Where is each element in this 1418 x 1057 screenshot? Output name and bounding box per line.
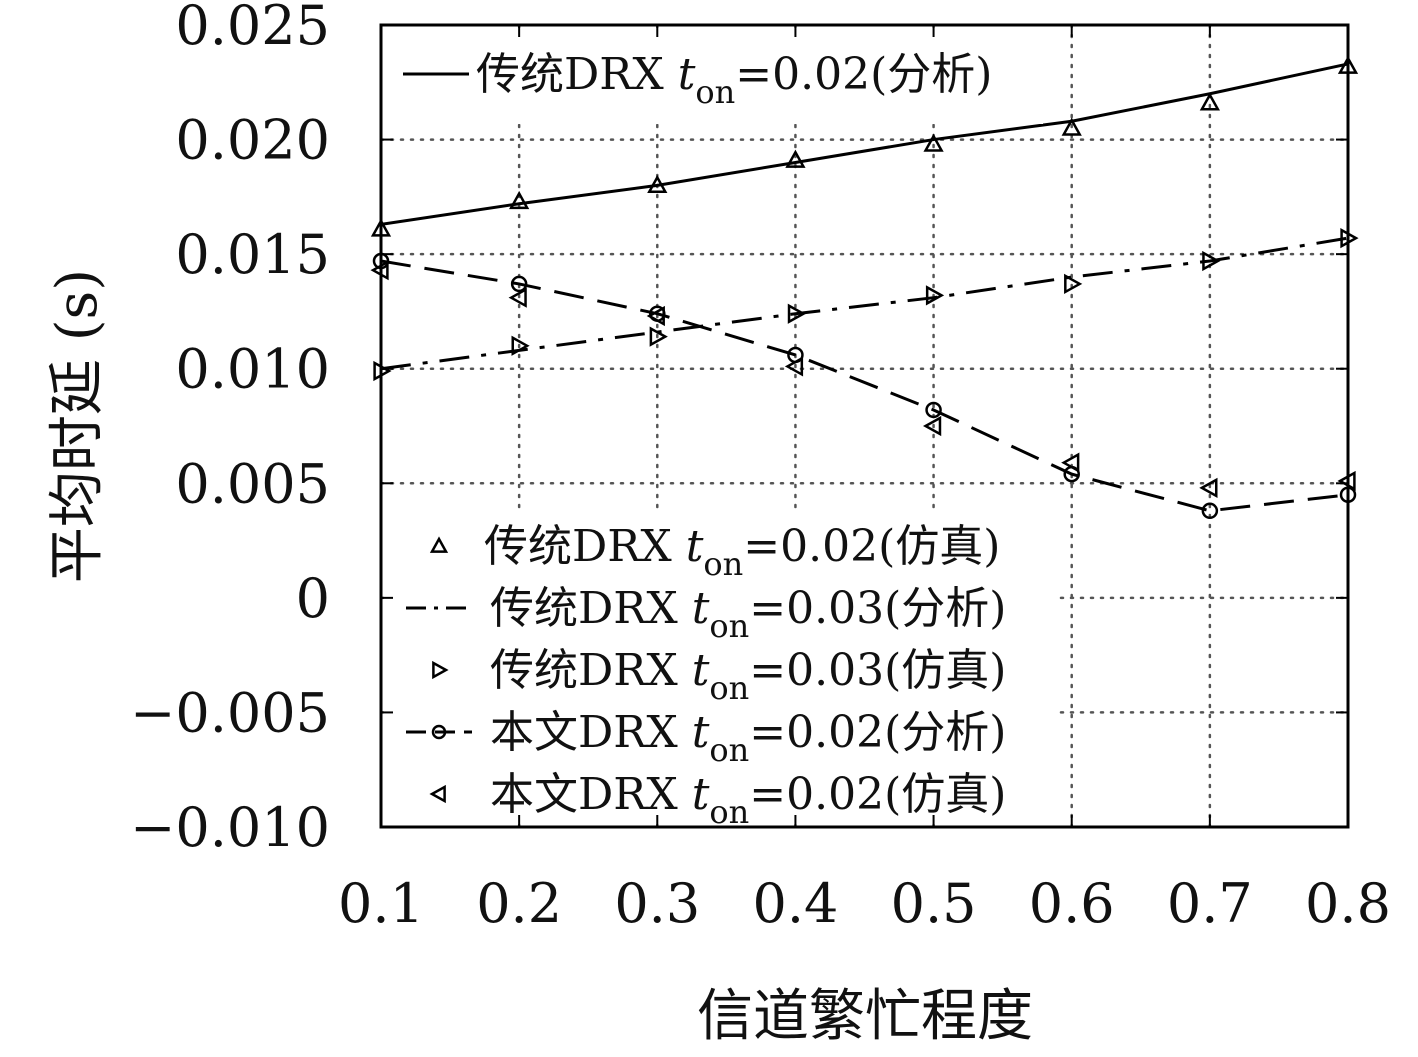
y-tick-label: −0.005 [130,681,330,744]
x-tick-label: 0.3 [614,872,700,935]
series-5 [372,252,1357,520]
legend-entry-1: 传统DRX ton=0.02(分析) [403,49,992,111]
data-point [1061,452,1080,473]
x-tick-label: 0.2 [476,872,562,935]
legend-label: 传统DRX ton=0.03(仿真) [490,645,1006,707]
data-point [649,326,668,347]
series-1 [380,62,1349,226]
y-axis-title: 平均时延 (s) [45,269,110,583]
legend: 传统DRX ton=0.02(分析)传统DRX ton=0.02(仿真)传统DR… [388,32,1058,831]
legend-label: 传统DRX ton=0.03(分析) [490,583,1006,645]
series-line [380,62,1349,226]
legend-swatch-marker [432,660,449,680]
legend-entry-6: 本文DRX ton=0.02(仿真) [429,769,1006,831]
series-line [380,236,1349,371]
data-point [1061,117,1082,136]
y-tick-label: 0.005 [175,452,330,515]
ticks: 0.1 0.2 0.3 0.4 0.5 0.6 0.7 0.8 0.025 0.020 0.015 0… [130,0,1391,935]
legend-entry-5: 本文DRX ton=0.02(分析) [406,707,1006,769]
y-tick-label: 0 [296,567,330,630]
data-point [508,287,527,308]
legend-entry-3: 传统DRX ton=0.03(分析) [406,583,1006,645]
x-tick-label: 0.1 [338,872,424,935]
data-point [1064,273,1083,295]
y-tick-label: −0.010 [130,796,330,859]
legend-entry-4: 传统DRX ton=0.03(仿真) [432,645,1006,707]
data-point [785,149,806,168]
legend-swatch-marker [429,536,449,553]
data-point [511,335,530,356]
plot-frame [379,23,1350,829]
legend-swatch-marker [429,784,446,804]
legend-label: 传统DRX ton=0.02(仿真) [484,521,1000,583]
y-tick-label: 0.025 [175,0,330,57]
x-tick-label: 0.6 [1029,872,1115,935]
x-tick-label: 0.7 [1167,872,1253,935]
y-tick-label: 0.015 [175,223,330,286]
data-point [647,174,668,194]
legend-swatch-marker [431,724,447,740]
y-tick-label: 0.020 [175,109,330,172]
legend-box-bottom [388,512,1058,822]
legend-box-top [388,32,1043,124]
data-point [925,401,942,419]
data-point [787,303,807,324]
data-point [510,275,528,293]
data-point [922,415,942,437]
legend-label: 本文DRX ton=0.02(分析) [490,707,1006,769]
data-point [784,356,804,377]
legend-label: 本文DRX ton=0.02(仿真) [490,769,1006,831]
legend-label: 传统DRX ton=0.02(分析) [476,49,992,111]
x-axis-title: 信道繁忙程度 [697,984,1033,1049]
data-point [1199,92,1220,111]
data-point [646,305,665,327]
data-point [925,285,945,306]
x-tick-label: 0.8 [1305,872,1391,935]
data-point [1202,250,1221,272]
data-point [1199,477,1218,498]
x-tick-label: 0.5 [891,872,977,935]
legend-entry-2: 传统DRX ton=0.02(仿真) [429,521,1000,583]
series-group [370,55,1359,520]
x-tick-label: 0.4 [752,872,838,935]
series-3 [380,236,1349,371]
data-point [923,133,944,152]
data-point [509,190,530,210]
series-line [380,259,1349,513]
data-point [1201,502,1219,520]
y-tick-label: 0.010 [175,338,330,401]
